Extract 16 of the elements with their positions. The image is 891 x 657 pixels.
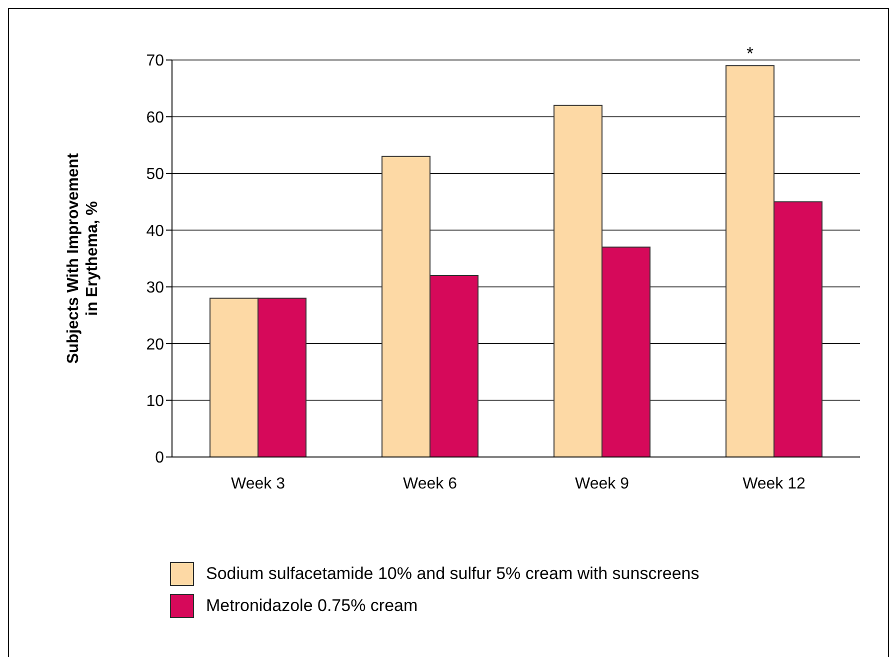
y-axis-title: Subjects With Improvement in Erythema, % (65, 152, 101, 364)
y-tick-label: 0 (155, 450, 164, 467)
y-tick-label: 70 (146, 52, 164, 70)
y-tick-label: 40 (146, 222, 164, 240)
x-tick-label: Week 9 (575, 475, 630, 492)
annotation: * (746, 44, 754, 64)
x-tick-label: Week 12 (742, 475, 806, 492)
legend-label: Metronidazole 0.75% cream (206, 596, 418, 616)
y-tick-label: 50 (146, 166, 164, 184)
y-tick-label: 60 (146, 109, 164, 126)
y-tick-label: 10 (146, 392, 164, 410)
legend-label: Sodium sulfacetamide 10% and sulfur 5% cream with sunscreens (206, 564, 700, 584)
x-tick-label: Week 6 (403, 475, 458, 492)
y-tick-label: 20 (146, 336, 164, 354)
x-tick-label: Week 3 (231, 475, 286, 492)
y-tick-label: 30 (146, 280, 164, 297)
